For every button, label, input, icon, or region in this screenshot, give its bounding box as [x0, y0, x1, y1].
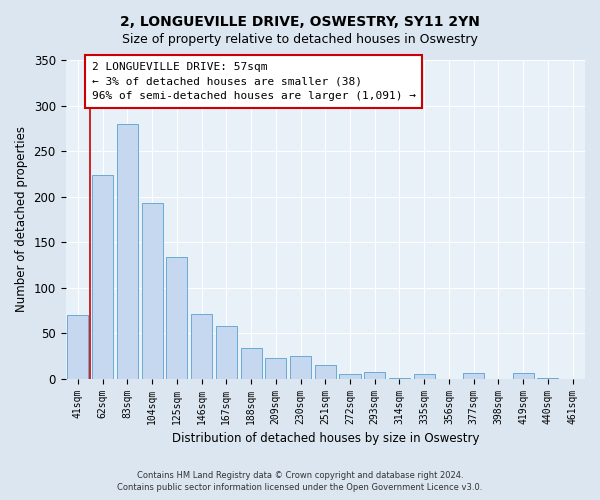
- Bar: [142, 203, 163, 378]
- Text: 2, LONGUEVILLE DRIVE, OSWESTRY, SY11 2YN: 2, LONGUEVILLE DRIVE, OSWESTRY, SY11 2YN: [120, 15, 480, 29]
- Bar: [413, 374, 435, 378]
- Bar: [191, 314, 212, 378]
- Text: Size of property relative to detached houses in Oswestry: Size of property relative to detached ho…: [122, 32, 478, 46]
- Bar: [315, 365, 336, 378]
- Text: Contains HM Land Registry data © Crown copyright and database right 2024.
Contai: Contains HM Land Registry data © Crown c…: [118, 471, 482, 492]
- Bar: [92, 174, 113, 378]
- Bar: [67, 315, 88, 378]
- Bar: [512, 373, 533, 378]
- Bar: [290, 356, 311, 378]
- Bar: [340, 374, 361, 378]
- Bar: [265, 358, 286, 378]
- Bar: [166, 256, 187, 378]
- Text: 2 LONGUEVILLE DRIVE: 57sqm
← 3% of detached houses are smaller (38)
96% of semi-: 2 LONGUEVILLE DRIVE: 57sqm ← 3% of detac…: [92, 62, 416, 102]
- Bar: [216, 326, 237, 378]
- Bar: [241, 348, 262, 378]
- Y-axis label: Number of detached properties: Number of detached properties: [15, 126, 28, 312]
- X-axis label: Distribution of detached houses by size in Oswestry: Distribution of detached houses by size …: [172, 432, 479, 445]
- Bar: [117, 124, 138, 378]
- Bar: [364, 372, 385, 378]
- Bar: [463, 373, 484, 378]
